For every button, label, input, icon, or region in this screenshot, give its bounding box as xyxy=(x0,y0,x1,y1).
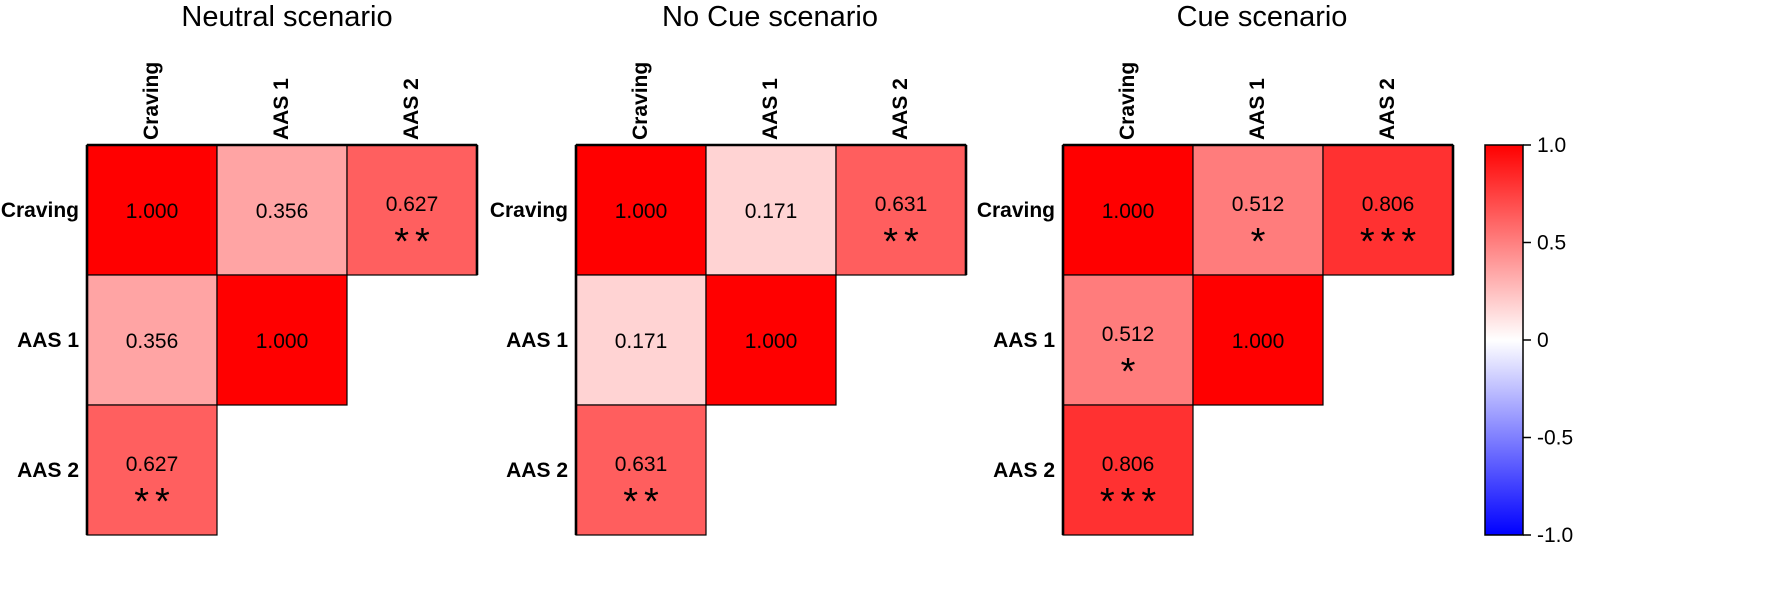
heatmap-panel-no-cue-scenario: No Cue scenario Craving AAS 1 AAS 2 Craving A… xyxy=(490,1,968,536)
significance-stars: *** xyxy=(1100,481,1162,523)
colorbar-tick-label: 0.5 xyxy=(1537,232,1566,255)
heatmap-cell: 1.000 xyxy=(216,274,348,406)
cell-rect xyxy=(575,404,707,536)
cell-rect xyxy=(575,144,707,276)
cell-value: 1.000 xyxy=(126,200,179,223)
cell-rect xyxy=(86,404,218,536)
column-label-aas-1: AAS 1 xyxy=(270,78,293,140)
row-label-aas-1: AAS 1 xyxy=(506,329,568,352)
cell-value: 0.512 xyxy=(1232,193,1285,216)
colorbar-gradient xyxy=(1484,144,1524,536)
row-label-craving: Craving xyxy=(977,199,1055,222)
cell-value: 0.356 xyxy=(126,330,179,353)
heatmap-cell: 0.627 ** xyxy=(86,404,218,536)
significance-stars: *** xyxy=(1360,221,1422,263)
heatmap-cell: 1.000 xyxy=(575,144,707,276)
heatmap-cell: 1.000 xyxy=(705,274,837,406)
significance-stars: ** xyxy=(883,221,925,263)
cell-rect xyxy=(216,274,348,406)
cell-value: 0.806 xyxy=(1102,453,1155,476)
heatmap-cell: 0.512 * xyxy=(1062,274,1194,406)
column-label-craving: Craving xyxy=(1116,62,1139,140)
heatmap-panel-cue-scenario: Cue scenario Craving AAS 1 AAS 2 Craving AAS … xyxy=(977,1,1455,536)
colorbar-tick-label: -1.0 xyxy=(1537,524,1573,547)
heatmap-cell: 0.171 xyxy=(705,144,837,276)
cell-rect xyxy=(1192,144,1324,276)
cell-rect xyxy=(575,274,707,406)
heatmap-cell: 0.627 ** xyxy=(346,144,478,276)
colorbar-tick-label: 0 xyxy=(1537,329,1549,352)
column-label-aas-1: AAS 1 xyxy=(759,78,782,140)
colorbar-tick-label: -0.5 xyxy=(1537,427,1573,450)
heatmap-cell: 1.000 xyxy=(1192,274,1324,406)
heatmap-cell: 0.631 ** xyxy=(575,404,707,536)
heatmap-cell: 0.806 *** xyxy=(1322,144,1454,276)
cell-value: 0.627 xyxy=(126,453,179,476)
cell-rect xyxy=(216,144,348,276)
heatmap-cell: 0.356 xyxy=(216,144,348,276)
significance-stars: ** xyxy=(134,481,176,523)
column-label-craving: Craving xyxy=(140,62,163,140)
row-label-aas-2: AAS 2 xyxy=(506,459,568,482)
significance-stars: ** xyxy=(623,481,665,523)
heatmap-cell: 1.000 xyxy=(1062,144,1194,276)
cell-value: 0.356 xyxy=(256,200,309,223)
heatmap-cell: 1.000 xyxy=(86,144,218,276)
cell-rect xyxy=(705,144,837,276)
row-label-craving: Craving xyxy=(1,199,79,222)
cell-rect xyxy=(1062,404,1194,536)
cell-rect xyxy=(1062,144,1194,276)
column-label-aas-1: AAS 1 xyxy=(1246,78,1269,140)
significance-stars: * xyxy=(1251,221,1272,263)
column-label-aas-2: AAS 2 xyxy=(889,78,912,140)
row-label-aas-2: AAS 2 xyxy=(17,459,79,482)
cell-value: 0.806 xyxy=(1362,193,1415,216)
heatmap-cell: 0.171 xyxy=(575,274,707,406)
heatmap-panel-neutral-scenario: Neutral scenario Craving AAS 1 AAS 2 Craving… xyxy=(1,1,479,536)
row-label-aas-1: AAS 1 xyxy=(993,329,1055,352)
colorbar-tick-label: 1.0 xyxy=(1537,134,1566,157)
row-label-craving: Craving xyxy=(490,199,568,222)
column-label-craving: Craving xyxy=(629,62,652,140)
significance-stars: ** xyxy=(394,221,436,263)
heatmap-cell: 0.512 * xyxy=(1192,144,1324,276)
heatmap-cell: 0.631 ** xyxy=(835,144,967,276)
cell-rect xyxy=(1192,274,1324,406)
cell-value: 0.171 xyxy=(745,200,798,223)
cell-value: 1.000 xyxy=(256,330,309,353)
cell-rect xyxy=(86,144,218,276)
row-label-aas-1: AAS 1 xyxy=(17,329,79,352)
row-label-aas-2: AAS 2 xyxy=(993,459,1055,482)
column-label-aas-2: AAS 2 xyxy=(400,78,423,140)
cell-value: 0.631 xyxy=(615,453,668,476)
heatmap-cell: 0.806 *** xyxy=(1062,404,1194,536)
panel-title: No Cue scenario xyxy=(662,1,878,33)
cell-rect xyxy=(705,274,837,406)
heatmap-panels: Neutral scenario Craving AAS 1 AAS 2 Craving… xyxy=(1,1,1455,536)
cell-value: 0.631 xyxy=(875,193,928,216)
cell-rect xyxy=(86,274,218,406)
cell-value: 1.000 xyxy=(615,200,668,223)
cell-value: 0.627 xyxy=(386,193,439,216)
cell-value: 0.171 xyxy=(615,330,668,353)
cell-value: 0.512 xyxy=(1102,323,1155,346)
cell-value: 1.000 xyxy=(1102,200,1155,223)
significance-stars: * xyxy=(1121,351,1142,393)
cell-value: 1.000 xyxy=(1232,330,1285,353)
panel-title: Cue scenario xyxy=(1177,1,1348,33)
colorbar: 1.0 0.5 0 -0.5 -1.0 xyxy=(1484,134,1573,547)
cell-rect xyxy=(835,144,967,276)
panel-title: Neutral scenario xyxy=(181,1,392,33)
column-label-aas-2: AAS 2 xyxy=(1376,78,1399,140)
cell-value: 1.000 xyxy=(745,330,798,353)
heatmap-cell: 0.356 xyxy=(86,274,218,406)
